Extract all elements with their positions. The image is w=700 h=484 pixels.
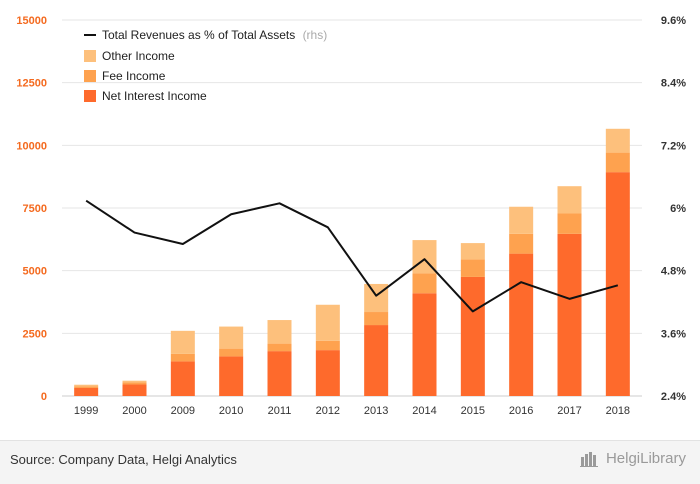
y-tick-label-right: 3.6%	[661, 328, 686, 340]
chart: 0 2500 5000 7500 10000 12500 15000 2.4% 3.6% 4.8…	[16, 15, 686, 417]
y-tick-label-left: 5000	[23, 266, 47, 278]
y-tick-label-left: 15000	[16, 15, 47, 27]
y-tick-label-right: 4.8%	[661, 266, 686, 278]
y-axis-right: 2.4% 3.6% 4.8% 6% 7.2% 8.4% 9.6%	[661, 15, 686, 403]
x-tick-label: 2016	[509, 405, 533, 417]
bars	[74, 128, 630, 396]
brand-name: HelgiLibrary	[605, 450, 686, 467]
x-tick-label: 2014	[412, 405, 436, 417]
y-tick-label-left: 12500	[16, 78, 47, 90]
legend-label-fee-income: Fee Income	[102, 69, 166, 83]
x-tick-label: 2010	[219, 405, 243, 417]
y-axis-left: 0 2500 5000 7500 10000 12500 15000	[16, 15, 47, 403]
bar-segment	[557, 213, 582, 234]
bar-segment	[460, 276, 485, 396]
bar-segment	[460, 243, 485, 260]
bar-segment	[605, 128, 630, 153]
bar-segment	[122, 384, 147, 396]
bar-segment	[219, 348, 244, 357]
line-series	[85, 199, 619, 313]
bar-segment	[122, 382, 147, 385]
bar-segment	[557, 233, 582, 396]
x-tick-label: 1999	[74, 405, 98, 417]
bar-segment	[364, 312, 389, 326]
x-axis: 1999 2000 2009 2010 2011 2012 2013 2014 2015 2016…	[74, 405, 630, 417]
y-tick-label-left: 10000	[16, 140, 47, 152]
legend-swatch-other-income	[84, 50, 96, 62]
x-tick-label: 2000	[122, 405, 146, 417]
x-tick-label: 2013	[364, 405, 388, 417]
legend-swatch-fee-income	[84, 70, 96, 82]
legend-label-other-income: Other Income	[102, 49, 175, 63]
footer: Source: Company Data, Helgi Analytics He…	[0, 440, 700, 484]
gridlines	[62, 19, 642, 397]
bar-segment	[557, 186, 582, 214]
bar-segment	[74, 386, 99, 388]
bar-segment	[170, 353, 195, 362]
bar-segment	[315, 304, 340, 341]
bar-segment	[460, 259, 485, 277]
source-text: Source: Company Data, Helgi Analytics	[10, 452, 237, 467]
bar-segment	[364, 325, 389, 396]
y-tick-label-left: 2500	[23, 328, 47, 340]
y-tick-label-right: 2.4%	[661, 391, 686, 403]
y-tick-label-right: 8.4%	[661, 78, 686, 90]
bar-segment	[509, 233, 534, 254]
bar-segment	[412, 293, 437, 396]
bar-segment	[219, 356, 244, 396]
bar-segment	[170, 361, 195, 396]
y-tick-label-right: 7.2%	[661, 140, 686, 152]
brand: HelgiLibrary	[579, 450, 686, 467]
bar-segment	[74, 387, 99, 396]
legend-swatch-net-interest-income	[84, 90, 96, 102]
legend-line-label: Total Revenues as % of Total Assets (rhs…	[102, 28, 327, 42]
bar-segment	[267, 351, 292, 396]
bar-segment	[315, 350, 340, 396]
bar-segment	[267, 320, 292, 344]
x-tick-label: 2012	[316, 405, 340, 417]
helgi-library-logo-icon	[579, 451, 598, 467]
x-tick-label: 2017	[557, 405, 581, 417]
x-tick-label: 2015	[461, 405, 485, 417]
bar-segment	[122, 380, 147, 383]
bar-segment	[74, 384, 99, 387]
line-path	[85, 199, 619, 313]
bar-segment	[170, 330, 195, 354]
y-tick-label-left: 7500	[23, 203, 47, 215]
bar-segment	[267, 343, 292, 352]
bar-segment	[605, 172, 630, 396]
bar-segment	[315, 340, 340, 351]
legend-line-name: Total Revenues as % of Total Assets	[102, 28, 295, 42]
legend: Total Revenues as % of Total Assets (rhs…	[84, 28, 327, 103]
x-tick-label: 2011	[268, 405, 292, 417]
bar-segment	[412, 273, 437, 294]
y-tick-label-right: 9.6%	[661, 15, 686, 27]
legend-line-rhs: (rhs)	[303, 28, 328, 42]
x-tick-label: 2018	[606, 405, 630, 417]
bar-segment	[509, 253, 534, 396]
bar-segment	[509, 206, 534, 234]
bar-segment	[219, 326, 244, 349]
y-tick-label-right: 6%	[670, 203, 686, 215]
x-tick-label: 2009	[171, 405, 195, 417]
y-tick-label-left: 0	[41, 391, 47, 403]
legend-label-net-interest-income: Net Interest Income	[102, 89, 207, 103]
bar-segment	[605, 152, 630, 173]
